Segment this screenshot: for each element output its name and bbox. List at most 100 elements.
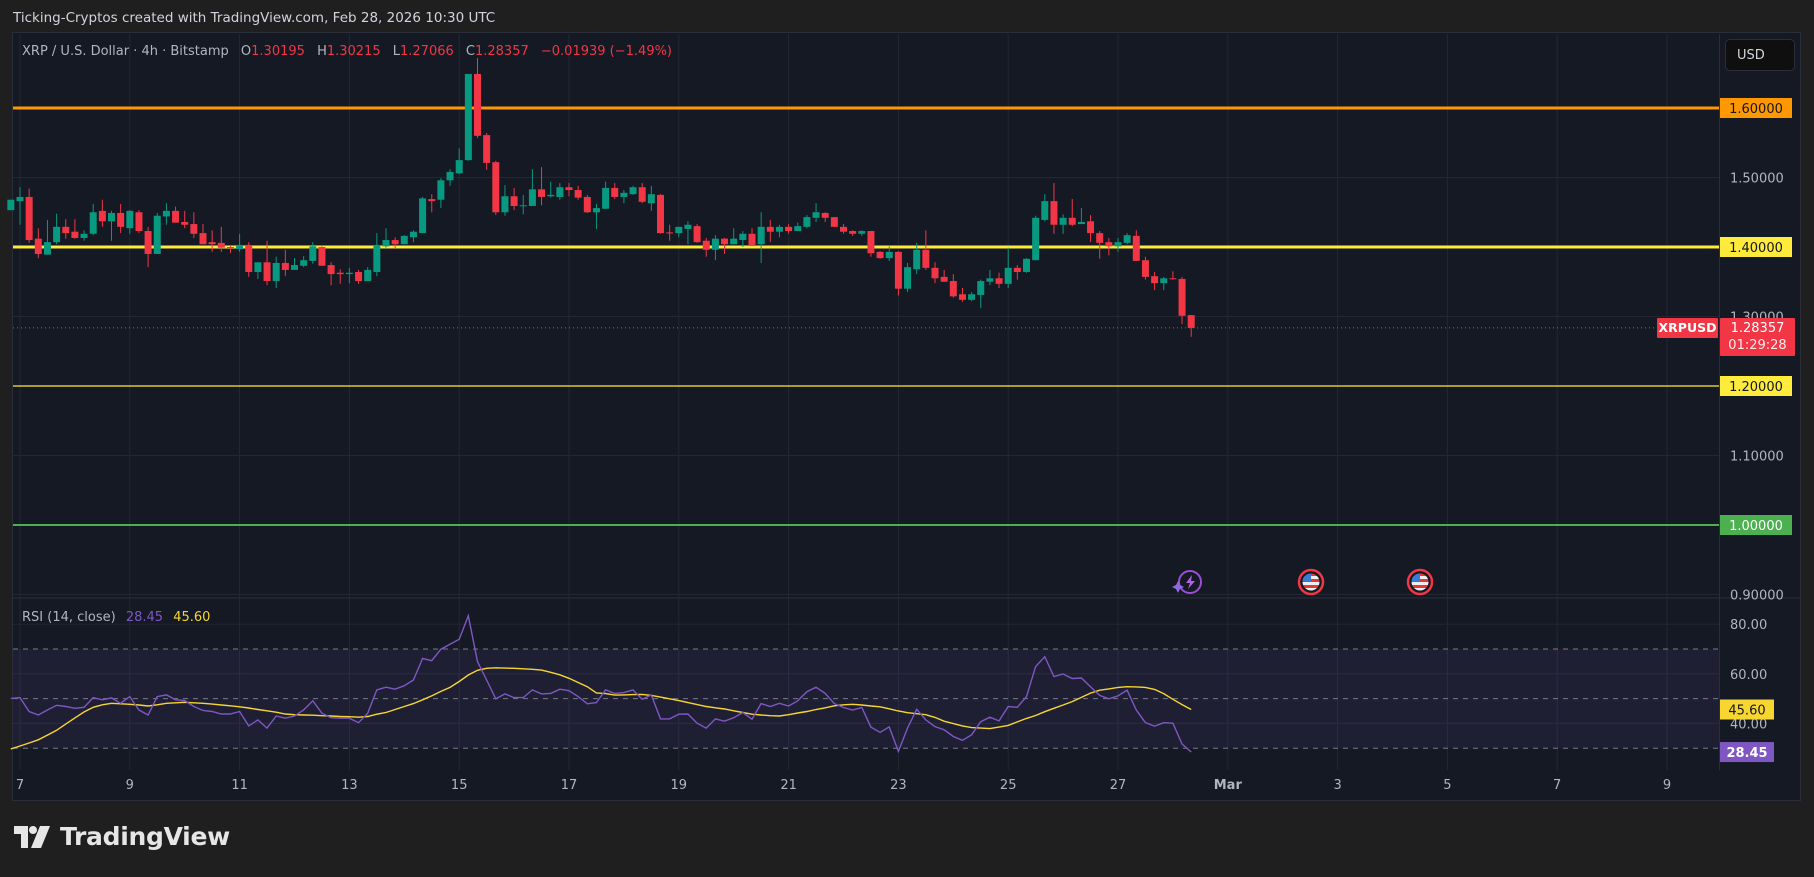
rsi-ma-value: 45.60 bbox=[173, 610, 211, 625]
candle-body bbox=[318, 247, 326, 266]
candle bbox=[638, 183, 646, 204]
candle-body bbox=[126, 210, 134, 229]
candle-body bbox=[181, 221, 189, 225]
chart-credit: Ticking-Cryptos created with TradingView… bbox=[13, 10, 496, 26]
candle-body bbox=[748, 233, 756, 245]
candle bbox=[885, 246, 893, 261]
candle-body bbox=[583, 196, 591, 213]
candle bbox=[281, 249, 289, 277]
level-price-label: 1.60000 bbox=[1729, 102, 1783, 117]
candle bbox=[849, 230, 857, 236]
bar-countdown: 01:29:28 bbox=[1728, 338, 1787, 353]
us-flag-event-icon[interactable] bbox=[1406, 568, 1434, 596]
candle bbox=[904, 262, 912, 293]
candle-body bbox=[309, 246, 317, 261]
candle bbox=[89, 203, 97, 236]
candle bbox=[272, 256, 280, 289]
candle-body bbox=[876, 251, 884, 259]
candle bbox=[400, 235, 408, 245]
candle bbox=[556, 183, 564, 200]
candle-body bbox=[940, 276, 948, 282]
candle-body bbox=[245, 244, 253, 273]
candle-body bbox=[144, 231, 152, 254]
candle-body bbox=[812, 212, 820, 218]
symbol-title[interactable]: XRP / U.S. Dollar · 4h · Bitstamp bbox=[22, 44, 229, 59]
candle bbox=[382, 228, 390, 248]
currency-button[interactable]: USD bbox=[1725, 39, 1795, 71]
candle bbox=[263, 240, 271, 286]
candle bbox=[647, 185, 655, 211]
candle bbox=[409, 230, 417, 243]
candle-body bbox=[428, 199, 436, 202]
candle-body bbox=[1187, 315, 1195, 328]
low-label: L bbox=[392, 44, 400, 59]
candle-body bbox=[757, 226, 765, 245]
candle-body bbox=[995, 278, 1003, 284]
candle bbox=[538, 167, 546, 206]
tradingview-logo[interactable]: TradingView bbox=[14, 822, 230, 851]
candle bbox=[135, 210, 143, 234]
candle bbox=[455, 148, 463, 175]
candle-body bbox=[16, 196, 24, 202]
chart-pane[interactable] bbox=[12, 32, 1801, 801]
rsi-axis-label: 60.00 bbox=[1730, 668, 1767, 683]
candle bbox=[1096, 231, 1104, 259]
candle-body bbox=[574, 190, 582, 198]
candle-body bbox=[43, 242, 51, 255]
candle-body bbox=[894, 251, 902, 289]
candle-body bbox=[657, 194, 664, 234]
price-axis-label: 1.10000 bbox=[1730, 450, 1784, 465]
candle bbox=[1187, 315, 1195, 337]
candle-body bbox=[867, 231, 875, 254]
sparkle-glyph bbox=[1172, 581, 1184, 593]
candle bbox=[766, 219, 774, 243]
candle-body bbox=[373, 244, 381, 273]
last-price-tag: 1.28357 01:29:28 bbox=[1720, 318, 1795, 356]
low-value: 1.27066 bbox=[400, 44, 454, 59]
rsi-legend[interactable]: RSI (14, close) 28.45 45.60 bbox=[22, 610, 210, 625]
candle bbox=[986, 269, 994, 286]
candle-body bbox=[1160, 278, 1168, 284]
rsi-tag bbox=[1720, 742, 1774, 763]
candle bbox=[16, 187, 24, 225]
candle-body bbox=[281, 262, 289, 270]
candle-body bbox=[803, 217, 811, 227]
candle bbox=[794, 222, 802, 232]
flag-canton bbox=[1302, 573, 1311, 581]
candle bbox=[25, 188, 33, 243]
rsi-title[interactable]: RSI (14, close) bbox=[22, 610, 116, 625]
candle-body bbox=[885, 251, 893, 259]
candle bbox=[71, 219, 79, 239]
level-price-label: 1.20000 bbox=[1729, 380, 1783, 395]
candle bbox=[666, 224, 674, 241]
us-flag bbox=[1411, 573, 1429, 591]
candle-body bbox=[1032, 217, 1040, 261]
candle bbox=[53, 213, 61, 245]
candle bbox=[931, 262, 939, 284]
candle bbox=[510, 187, 518, 211]
candle bbox=[620, 190, 628, 204]
symbol-legend[interactable]: XRP / U.S. Dollar · 4h · Bitstamp O1.301… bbox=[22, 44, 672, 59]
rsi-ma-tag bbox=[1720, 699, 1774, 720]
level-price-tag bbox=[1720, 98, 1792, 118]
candle bbox=[1032, 215, 1040, 261]
lightning-event-icon[interactable] bbox=[1172, 570, 1202, 594]
candle-body bbox=[272, 262, 280, 282]
candle-body bbox=[446, 171, 454, 181]
level-price-label: 1.40000 bbox=[1729, 241, 1783, 256]
candle-body bbox=[1096, 233, 1104, 243]
time-axis-label: 9 bbox=[1663, 778, 1671, 793]
candle-body bbox=[702, 240, 710, 250]
candle-body bbox=[775, 226, 783, 232]
candle-body bbox=[162, 210, 170, 217]
candle-body bbox=[675, 226, 683, 234]
candle bbox=[199, 224, 207, 245]
us-flag-event-icon[interactable] bbox=[1297, 568, 1325, 596]
candle-body bbox=[519, 205, 527, 207]
tradingview-logo-text: TradingView bbox=[60, 822, 230, 851]
price-axis-label: 1.50000 bbox=[1730, 172, 1784, 187]
candle-body bbox=[1077, 221, 1085, 225]
candle bbox=[62, 219, 70, 239]
candle bbox=[7, 199, 15, 211]
